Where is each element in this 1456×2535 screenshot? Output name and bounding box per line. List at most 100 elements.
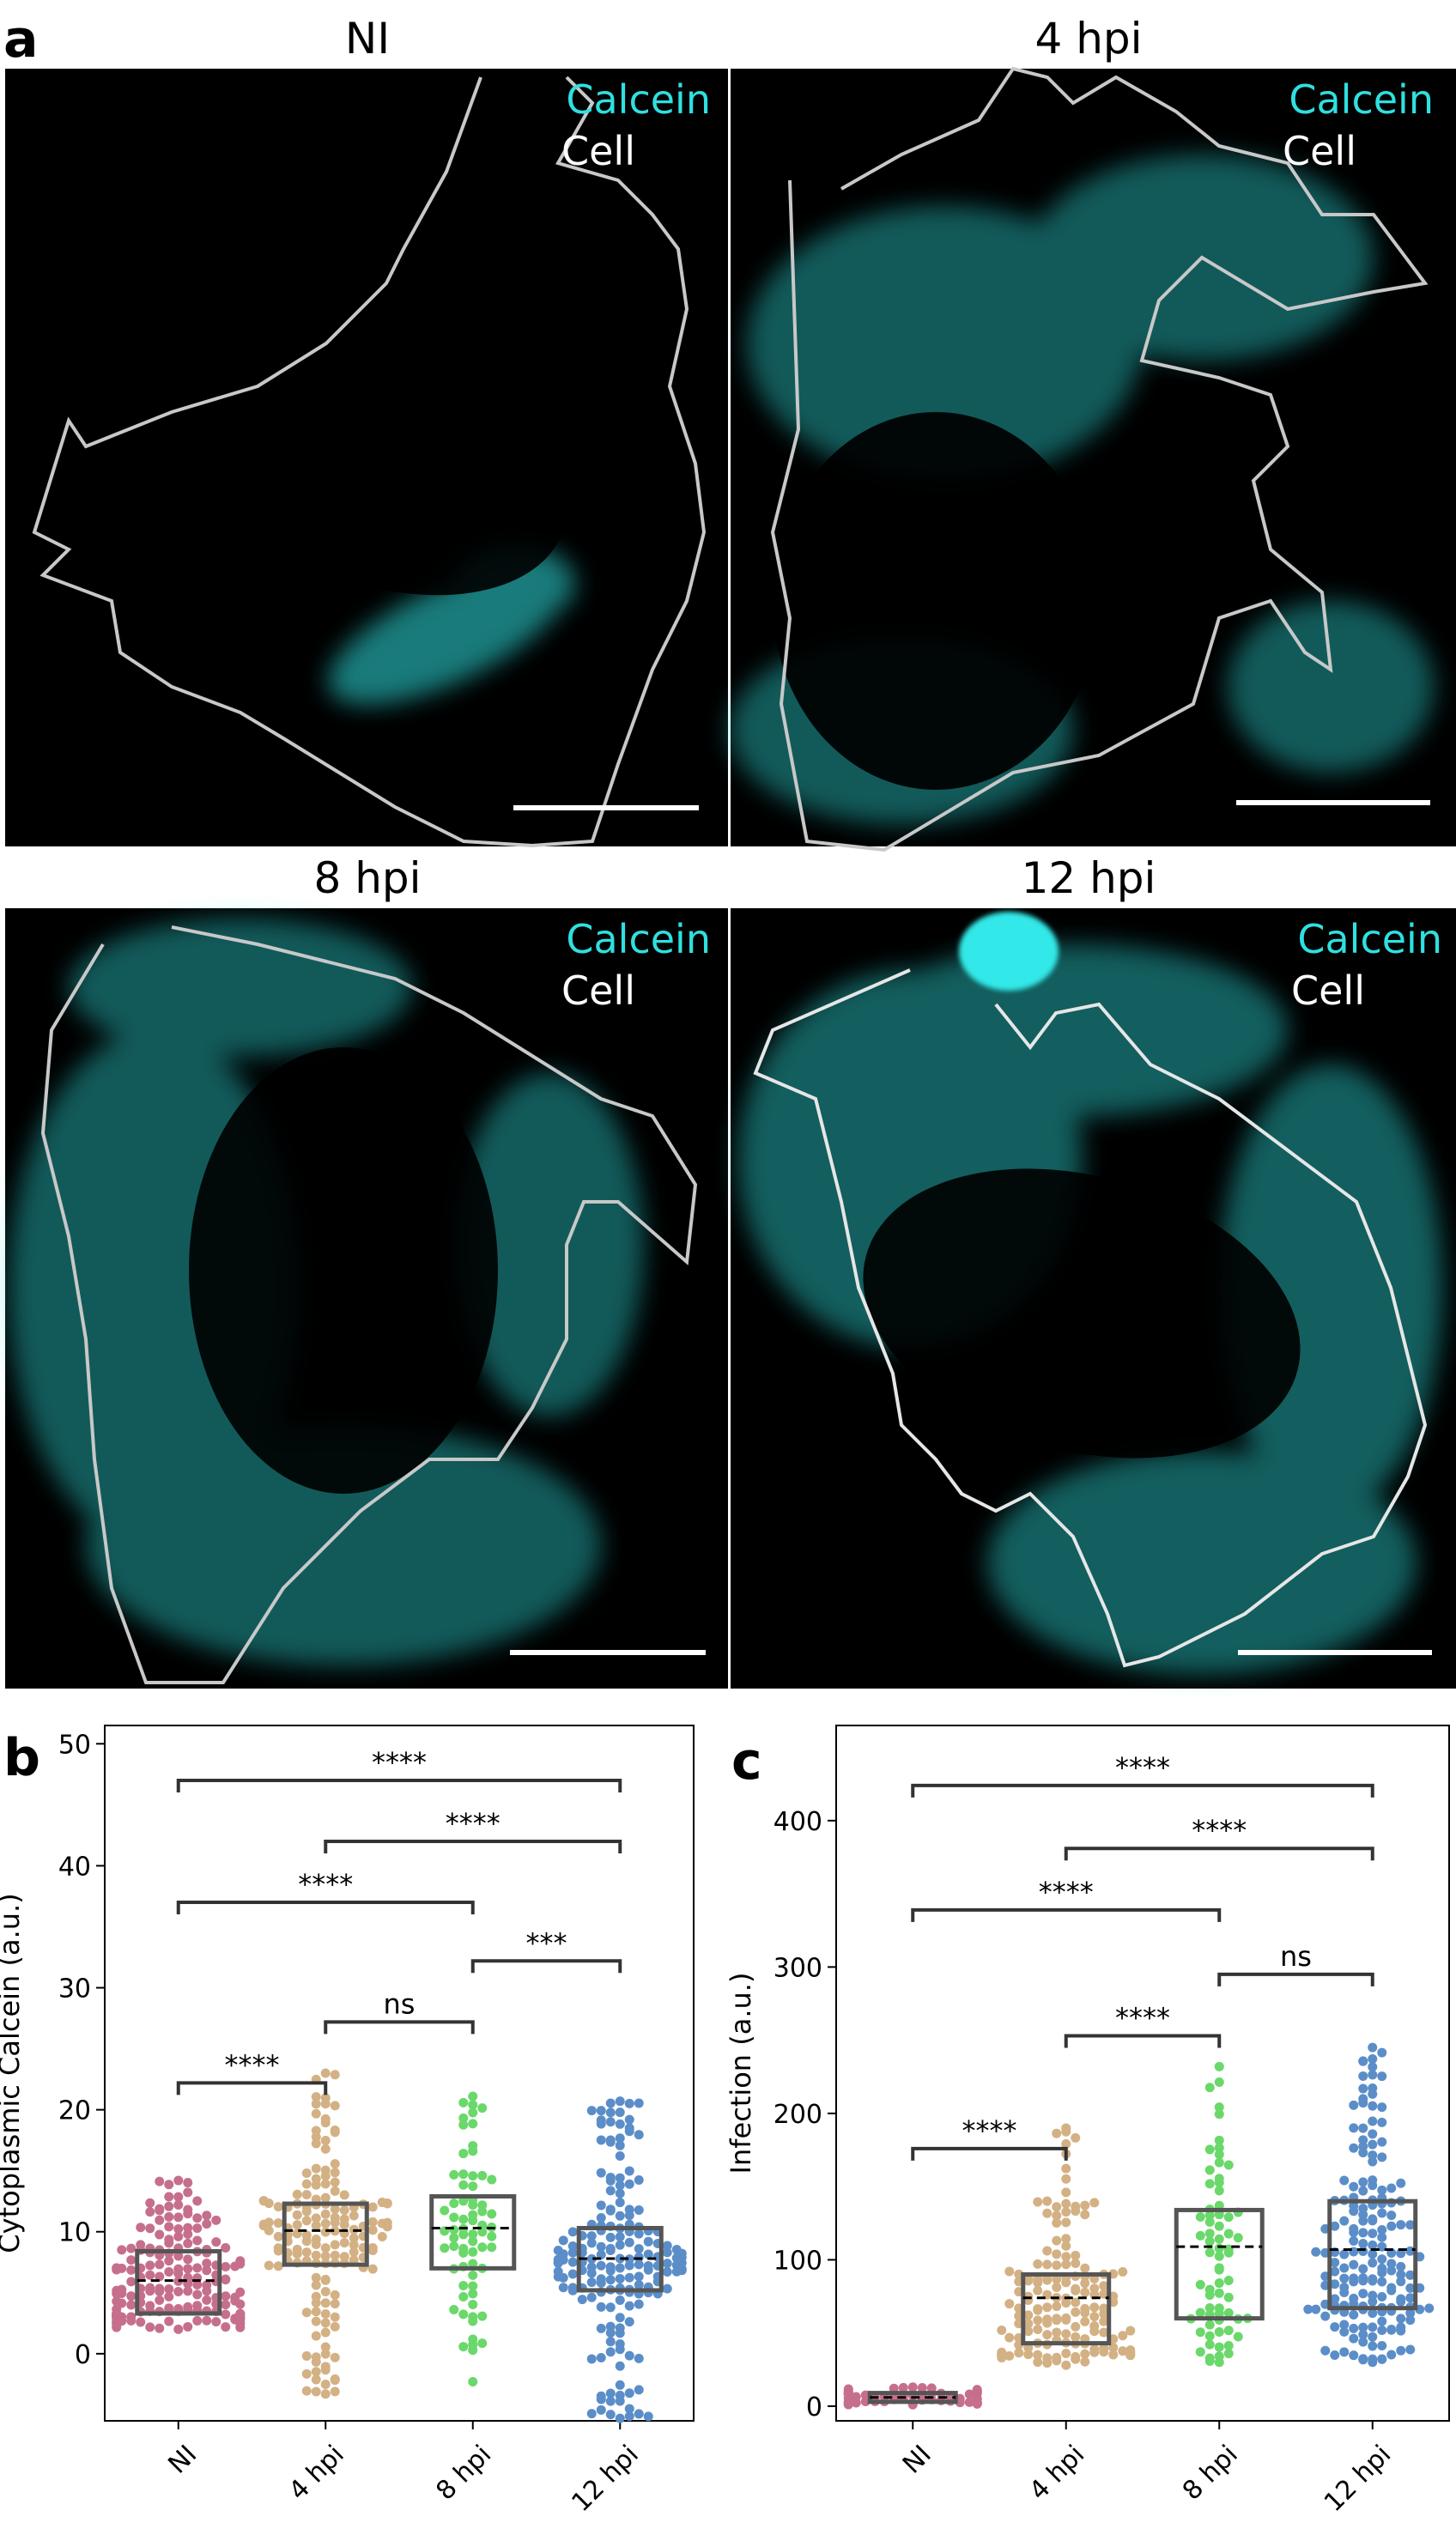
data-point bbox=[164, 2284, 174, 2295]
data-point bbox=[1071, 2250, 1081, 2260]
data-point bbox=[1033, 2315, 1043, 2326]
data-point bbox=[1061, 2126, 1071, 2137]
data-point bbox=[1368, 2354, 1378, 2364]
data-point bbox=[1089, 2302, 1100, 2313]
data-point bbox=[468, 2259, 478, 2269]
data-point bbox=[1358, 2094, 1368, 2104]
data-point bbox=[292, 2189, 302, 2199]
data-point bbox=[1396, 2178, 1406, 2188]
data-point bbox=[1023, 2310, 1034, 2320]
data-point bbox=[1080, 2316, 1090, 2326]
data-point bbox=[311, 2331, 321, 2341]
data-point bbox=[145, 2260, 155, 2271]
data-point bbox=[468, 2312, 478, 2322]
data-point bbox=[155, 2271, 165, 2282]
data-point bbox=[1080, 2210, 1090, 2220]
box bbox=[282, 2201, 369, 2267]
x-tick-label: 12 hpi bbox=[566, 2440, 644, 2518]
data-point bbox=[1424, 2303, 1435, 2314]
data-point bbox=[136, 2240, 146, 2250]
data-point bbox=[1214, 2234, 1224, 2244]
data-point bbox=[1052, 2202, 1062, 2212]
data-point bbox=[624, 2098, 634, 2108]
x-tick-label: 12 hpi bbox=[1319, 2440, 1397, 2518]
data-point bbox=[301, 2351, 312, 2362]
significance-bracket bbox=[470, 1959, 622, 1974]
data-point bbox=[596, 2119, 606, 2129]
data-point bbox=[1052, 2352, 1062, 2362]
data-point bbox=[1223, 2276, 1234, 2286]
data-point bbox=[634, 2271, 644, 2282]
data-point bbox=[1339, 2263, 1350, 2273]
data-point bbox=[615, 2096, 625, 2107]
data-point bbox=[468, 2210, 478, 2220]
box bbox=[1174, 2207, 1265, 2321]
data-point bbox=[586, 2253, 597, 2264]
data-point bbox=[320, 2362, 331, 2372]
data-point bbox=[468, 2289, 478, 2299]
data-point bbox=[367, 2217, 378, 2227]
data-point bbox=[126, 2315, 136, 2326]
data-point bbox=[1195, 2347, 1205, 2357]
data-point bbox=[596, 2302, 606, 2312]
data-point bbox=[1377, 2102, 1387, 2113]
data-point bbox=[1214, 2327, 1224, 2338]
data-point bbox=[164, 2211, 174, 2222]
data-point bbox=[1023, 2326, 1034, 2337]
data-point bbox=[440, 2205, 450, 2216]
data-point bbox=[1214, 2157, 1224, 2168]
data-point bbox=[634, 2130, 644, 2140]
significance-bracket bbox=[911, 2146, 1068, 2161]
data-point bbox=[1405, 2293, 1416, 2303]
data-point bbox=[997, 2325, 1007, 2335]
data-point bbox=[320, 2318, 331, 2328]
data-point bbox=[1358, 2216, 1368, 2226]
data-point bbox=[221, 2274, 231, 2284]
data-point bbox=[643, 2265, 653, 2275]
data-point bbox=[126, 2300, 136, 2310]
legend-cell-ni: Cell bbox=[561, 128, 635, 174]
data-point bbox=[1061, 2207, 1071, 2217]
data-point bbox=[1061, 2259, 1071, 2270]
data-point bbox=[320, 2218, 331, 2229]
data-point bbox=[221, 2322, 231, 2332]
data-point bbox=[1377, 2316, 1387, 2326]
data-point bbox=[1071, 2351, 1081, 2362]
data-point bbox=[330, 2312, 340, 2322]
y-tick-label: 0 bbox=[806, 2392, 822, 2423]
data-point bbox=[553, 2245, 563, 2255]
data-point bbox=[1377, 2137, 1387, 2147]
data-point bbox=[367, 2242, 378, 2253]
data-point bbox=[1052, 2218, 1062, 2229]
data-point bbox=[1061, 2163, 1071, 2174]
data-point bbox=[1349, 2181, 1359, 2192]
data-point bbox=[1214, 2351, 1224, 2362]
data-point bbox=[330, 2299, 340, 2309]
significance-bracket bbox=[1064, 2034, 1222, 2048]
data-point bbox=[202, 2219, 212, 2229]
data-point bbox=[382, 2217, 392, 2228]
data-point bbox=[468, 2229, 478, 2240]
data-point bbox=[1204, 2320, 1215, 2330]
data-point bbox=[1204, 2217, 1215, 2227]
data-point bbox=[292, 2210, 302, 2220]
data-point bbox=[477, 2242, 488, 2253]
significance-bracket bbox=[1064, 1847, 1374, 1861]
data-point bbox=[624, 2114, 634, 2125]
data-point bbox=[311, 2386, 321, 2397]
data-point bbox=[596, 2241, 606, 2252]
significance-label: **** bbox=[1192, 1814, 1247, 1847]
bright-blob-12hpi bbox=[959, 912, 1059, 991]
data-point bbox=[1405, 2220, 1416, 2230]
data-point bbox=[1052, 2274, 1062, 2284]
data-point bbox=[1358, 2289, 1368, 2299]
data-point bbox=[1386, 2325, 1397, 2335]
data-point bbox=[1358, 2177, 1368, 2187]
data-point bbox=[1349, 2259, 1359, 2270]
data-point bbox=[917, 2383, 927, 2393]
data-point bbox=[1089, 2198, 1100, 2208]
data-point bbox=[586, 2268, 597, 2278]
data-point bbox=[624, 2254, 634, 2265]
data-point bbox=[1125, 2326, 1136, 2336]
data-point bbox=[468, 2236, 478, 2247]
